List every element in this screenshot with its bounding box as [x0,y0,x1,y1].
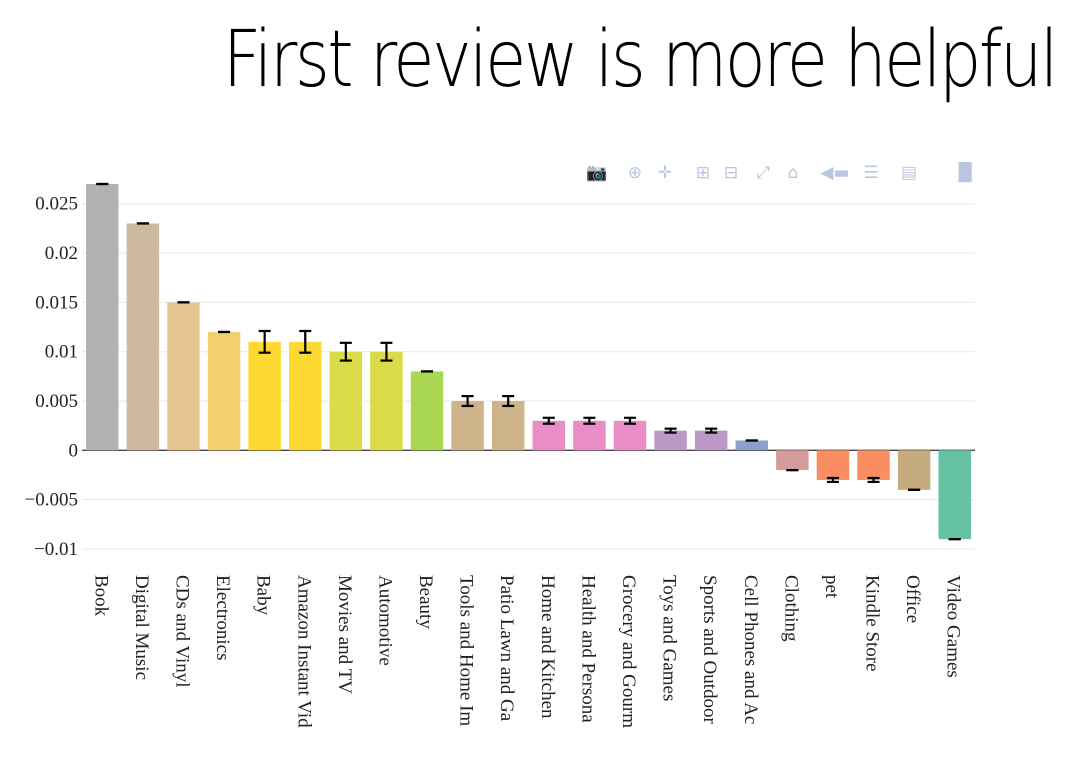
x-tick-label: CDs and Vinyl [171,575,192,688]
bar[interactable] [167,302,200,451]
x-tick-label: Clothing [780,575,801,642]
bar[interactable] [897,450,931,490]
x-tick-label: Amazon Instant Vid [293,575,314,728]
bar[interactable] [248,341,281,451]
error-bar [258,329,271,354]
zoom-in-icon[interactable]: ⊞ [695,163,711,183]
bar[interactable] [694,430,728,451]
bar[interactable] [735,440,768,451]
x-tick-label: Health and Persona [577,575,598,723]
bar[interactable] [126,223,160,451]
bar[interactable] [776,450,809,471]
x-tick-label: Video Games [943,575,964,678]
x-tick-label: Electronics [212,575,233,660]
closest-hover-icon[interactable]: ▤ [900,163,918,183]
autoscale-icon[interactable]: ⤢ [756,163,770,183]
x-tick-label: Digital Music [131,575,152,680]
error-bars [96,182,961,541]
bar[interactable] [613,420,647,451]
y-tick-label: −0.005 [25,490,78,511]
y-tick-label: 0.02 [45,243,78,264]
spike-lines-icon[interactable]: ◀▬ [820,163,850,183]
error-bar [461,394,474,408]
y-tick-label: −0.01 [34,539,78,560]
error-bar [542,416,555,425]
x-tick-label: Tools and Home Im [456,575,477,726]
x-tick-label: Kindle Store [862,575,883,672]
y-tick-label: 0.01 [45,342,78,363]
x-tick-label: Automotive [374,575,395,666]
error-bar [339,341,352,362]
bar[interactable] [491,401,525,451]
plotly-logo-icon: ▐▌ [952,163,979,183]
bar[interactable] [857,450,890,480]
x-tick-label: Patio Lawn and Ga [496,575,517,722]
error-bar [664,427,677,434]
bar[interactable] [410,371,444,451]
error-bar [380,341,393,362]
error-bar [867,476,880,484]
error-bar [502,394,515,408]
chart-toolbar: 📷 ⊕ ✛ ⊞ ⊟ ⤢ ⌂ ◀▬ ☰ ▤ ▐▌ [586,162,986,186]
x-tick-label: Beauty [415,575,436,629]
bars[interactable] [86,184,971,540]
y-axis-ticks: −0.01 −0.005 0 0.005 0.01 0.015 0.02 0.025 [25,194,78,560]
x-tick-label: Sports and Outdoor [699,575,720,725]
y-tick-label: 0 [69,440,79,461]
y-tick-label: 0.015 [35,292,78,313]
bar[interactable] [451,401,484,451]
x-tick-label: Home and Kitchen [537,575,558,719]
error-bar [705,427,718,434]
bar[interactable] [289,341,322,451]
bar[interactable] [938,450,971,540]
bar[interactable] [532,420,566,451]
x-tick-label: Book [90,575,111,617]
error-bar [623,416,636,425]
x-tick-label: Baby [253,575,274,616]
x-tick-label: Grocery and Gourm [618,575,639,728]
bar[interactable] [816,450,850,480]
bar[interactable] [370,351,403,451]
bar[interactable] [329,351,363,451]
y-tick-label: 0.025 [35,194,78,215]
error-bar [583,416,596,425]
zoom-icon[interactable]: ⊕ [627,163,643,183]
camera-icon[interactable]: 📷 [586,163,608,183]
bar[interactable] [86,184,119,451]
x-axis-ticks: Book Digital Music CDs and Vinyl Electronic… [90,575,963,728]
zoom-out-icon[interactable]: ⊟ [723,163,739,183]
pan-icon[interactable]: ✛ [657,163,673,183]
bar[interactable] [207,331,241,451]
page-title: First review is more helpful [222,15,1059,105]
bar[interactable] [654,430,687,451]
y-tick-label: 0.005 [35,391,78,412]
bar[interactable] [573,420,606,451]
x-tick-label: Cell Phones and Ac [740,575,761,724]
compare-hover-icon[interactable]: ☰ [863,163,879,183]
x-tick-label: pet [821,575,842,599]
x-tick-label: Movies and TV [334,575,355,694]
error-bar [299,329,312,354]
home-icon[interactable]: ⌂ [787,163,799,183]
x-tick-label: Office [902,575,923,623]
error-bar [826,476,839,484]
x-tick-label: Toys and Games [659,575,680,701]
